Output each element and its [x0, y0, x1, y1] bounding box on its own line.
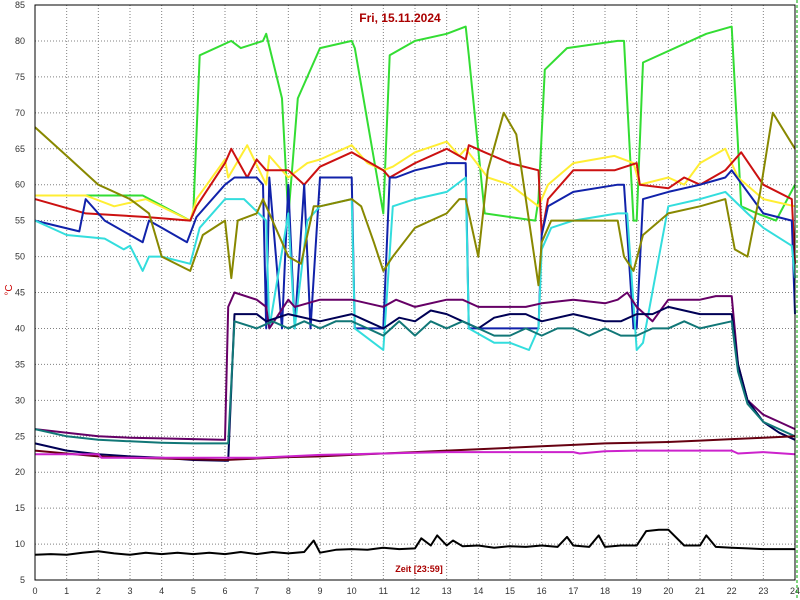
x-tick-label: 7 — [254, 586, 259, 596]
tick-labels: 0 1 2 3 4 5 6 7 8 9 10 11 12 13 14 15 16 17 18 19 20 21 22 23 24… — [15, 0, 800, 596]
x-tick-label: 9 — [317, 586, 322, 596]
series-group — [34, 25, 796, 556]
y-tick-label: 70 — [15, 108, 25, 118]
x-tick-label: 17 — [568, 586, 578, 596]
x-tick-label: 18 — [600, 586, 610, 596]
x-tick-label: 10 — [347, 586, 357, 596]
x-tick-label: 21 — [695, 586, 705, 596]
x-tick-label: 15 — [505, 586, 515, 596]
plot-frame — [34, 4, 796, 581]
series-line-5 — [34, 176, 796, 351]
y-tick-label: 30 — [15, 395, 25, 405]
x-tick-label: 19 — [632, 586, 642, 596]
x-tick-label: 16 — [537, 586, 547, 596]
y-tick-label: 40 — [15, 323, 25, 333]
x-tick-label: 22 — [727, 586, 737, 596]
y-tick-label: 45 — [15, 288, 25, 298]
y-tick-label: 75 — [15, 72, 25, 82]
y-tick-label: 35 — [15, 359, 25, 369]
series-line-1 — [35, 25, 796, 222]
series-line-3 — [34, 144, 796, 264]
x-tick-label: 3 — [127, 586, 132, 596]
x-tick-label: 1 — [64, 586, 69, 596]
x-tick-label: 23 — [758, 586, 768, 596]
x-tick-label: 8 — [286, 586, 291, 596]
series-line-12 — [34, 528, 795, 556]
y-tick-label: 55 — [15, 216, 25, 226]
x-tick-label: 13 — [442, 586, 452, 596]
x-tick-label: 14 — [473, 586, 483, 596]
y-tick-label: 20 — [15, 467, 25, 477]
y-tick-label: 10 — [15, 539, 25, 549]
y-tick-label: 85 — [15, 0, 25, 10]
x-tick-label: 4 — [159, 586, 164, 596]
y-tick-label: 80 — [15, 36, 25, 46]
series-line-6 — [34, 111, 796, 287]
series-line-9 — [34, 320, 796, 445]
x-tick-label: 11 — [379, 586, 388, 596]
x-tick-label: 6 — [222, 586, 227, 596]
y-tick-label: 65 — [15, 144, 25, 154]
x-tick-label: 20 — [663, 586, 673, 596]
x-tick-label: 5 — [191, 586, 196, 596]
x-axis-label: Zeit [23:59] — [395, 564, 443, 574]
y-tick-label: 50 — [15, 252, 25, 262]
series-line-11 — [35, 449, 796, 459]
series-line-7 — [34, 291, 796, 441]
y-tick-label: 5 — [20, 575, 25, 585]
y-tick-label: 15 — [15, 503, 25, 513]
x-tick-label: 12 — [410, 586, 420, 596]
y-tick-label: 60 — [15, 180, 25, 190]
grid — [34, 4, 796, 581]
y-tick-label: 25 — [15, 431, 25, 441]
x-tick-label: 2 — [96, 586, 101, 596]
chart-title: Fri, 15.11.2024 — [359, 11, 441, 25]
x-tick-label: 0 — [32, 586, 37, 596]
y-axis-label: °C — [4, 284, 15, 295]
series-line-2 — [35, 140, 796, 222]
x-tick-label: 24 — [790, 586, 800, 596]
